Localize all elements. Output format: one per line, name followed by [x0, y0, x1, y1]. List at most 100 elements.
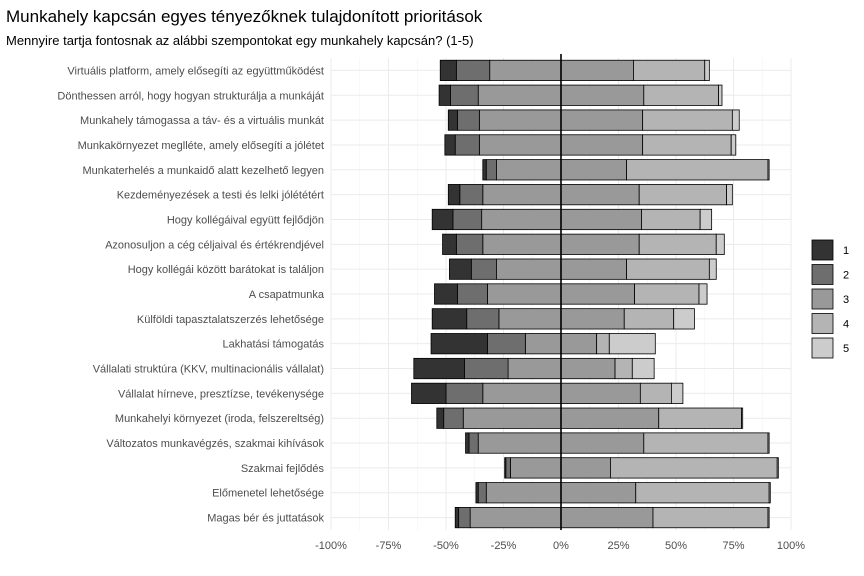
y-tick-label: Szakmai fejlődés — [241, 463, 325, 475]
bar-segment-level-5 — [699, 208, 713, 231]
legend-label: 1 — [843, 245, 849, 257]
bar-segment-level-1 — [431, 308, 468, 330]
bar-segment-level-3 — [478, 109, 562, 131]
bar-segment-level-3 — [560, 382, 641, 404]
bar-segment-level-2 — [445, 382, 484, 404]
chart-title: Munkahely kapcsán egyes tényezőknek tula… — [6, 7, 483, 26]
bar-segment-level-3 — [485, 482, 562, 504]
legend: 1 2 3 4 5 — [811, 239, 849, 359]
bar-segment-level-3 — [560, 357, 616, 380]
bar-segment-level-1 — [431, 208, 454, 231]
legend-label: 3 — [843, 294, 849, 306]
bar-segment-level-1 — [482, 159, 487, 181]
bar-segment-level-1 — [411, 382, 447, 404]
bar-segment-level-1 — [465, 432, 470, 454]
bar-segment-level-2 — [450, 84, 479, 106]
bar-segment-level-3 — [509, 457, 562, 479]
bar-segment-level-4 — [642, 134, 732, 156]
y-tick-label: Munkakörnyezet meglléte, amely elősegíti… — [78, 140, 324, 152]
bar-segment-level-5 — [715, 233, 725, 255]
bar-segment-level-4 — [633, 59, 706, 82]
legend-key-3 — [811, 288, 834, 310]
bar-segment-level-4 — [638, 233, 717, 255]
bar-segment-level-3 — [560, 506, 654, 529]
bar-segment-level-3 — [482, 382, 562, 404]
x-tick-label: 25% — [607, 540, 629, 552]
x-tick-label: 100% — [777, 540, 805, 552]
bar-segment-level-3 — [560, 208, 642, 231]
bar-segment-level-5 — [767, 506, 770, 529]
bar-segment-level-5 — [631, 357, 655, 380]
bar-segment-level-1 — [434, 283, 458, 305]
bar-segment-level-3 — [560, 233, 640, 255]
bar-segment-level-3 — [560, 407, 660, 429]
y-tick-label: Vállalat hírneve, presztízse, tevékenysé… — [118, 388, 324, 400]
bar-segment-level-4 — [642, 109, 733, 131]
bar-segment-level-3 — [560, 457, 611, 479]
bar-segment-level-3 — [462, 407, 562, 429]
bar-segment-level-3 — [498, 308, 562, 330]
bar-segment-level-2 — [443, 407, 464, 429]
bar-segment-level-3 — [486, 283, 562, 305]
bar-segment-level-3 — [481, 208, 562, 231]
bar-segment-level-3 — [560, 84, 645, 106]
bar-segment-level-3 — [560, 59, 634, 82]
bar-segment-level-1 — [442, 233, 457, 255]
bars — [411, 59, 779, 529]
bar-segment-level-4 — [658, 407, 742, 429]
bar-segment-level-5 — [776, 457, 779, 479]
bar-segment-level-2 — [452, 208, 483, 231]
legend-key-2 — [811, 264, 834, 285]
y-tick-label: Előmenetel lehetősége — [212, 488, 324, 500]
bar-segment-level-5 — [767, 432, 770, 454]
legend-label: 5 — [843, 343, 849, 355]
bar-segment-level-3 — [560, 258, 627, 280]
legend-key-1 — [811, 239, 834, 261]
bar-segment-level-5 — [768, 482, 771, 504]
bar-segment-level-4 — [641, 208, 701, 231]
bar-segment-level-2 — [457, 109, 480, 131]
bar-segment-level-1 — [430, 333, 488, 355]
bar-segment-level-2 — [458, 506, 471, 529]
bar-segment-level-2 — [455, 59, 491, 82]
bar-segment-level-4 — [596, 333, 610, 355]
y-tick-label: Munkahely támogassa a táv- és a virtuáli… — [80, 115, 324, 127]
bar-segment-level-3 — [482, 233, 562, 255]
bar-segment-level-4 — [638, 184, 728, 206]
bar-segment-level-3 — [507, 357, 562, 380]
bar-segment-level-3 — [496, 258, 562, 280]
bar-segment-level-5 — [704, 59, 710, 82]
bar-segment-level-3 — [560, 159, 627, 181]
bar-segment-level-1 — [449, 258, 472, 280]
x-tick-label: -100% — [315, 540, 347, 552]
bar-segment-level-4 — [635, 482, 770, 504]
bar-segment-level-5 — [767, 159, 770, 181]
y-tick-label: A csapatmunka — [249, 289, 325, 301]
y-tick-label: Virtuális platform, amely elősegíti az e… — [67, 65, 324, 77]
bar-segment-level-4 — [643, 84, 719, 106]
bar-segment-level-1 — [436, 407, 445, 429]
x-tick-label: -75% — [376, 540, 402, 552]
bar-segment-level-2 — [454, 134, 480, 156]
y-axis-labels: Virtuális platform, amely elősegíti az e… — [57, 65, 324, 524]
bar-segment-level-3 — [477, 84, 562, 106]
y-tick-label: Azonosuljon a cég céljaival és értékrend… — [105, 239, 324, 251]
bar-segment-level-2 — [455, 233, 484, 255]
y-tick-label: Változatos munkavégzés, szakmai kihíváso… — [106, 438, 324, 450]
bar-segment-level-5 — [741, 407, 744, 429]
bar-segment-level-3 — [524, 333, 562, 355]
bar-segment-level-2 — [459, 184, 484, 206]
legend-key-4 — [811, 313, 834, 334]
bar-segment-level-2 — [463, 357, 509, 380]
bar-segment-level-4 — [614, 357, 633, 380]
bar-segment-level-1 — [447, 109, 458, 131]
bar-segment-level-2 — [505, 457, 511, 479]
bar-segment-level-1 — [444, 134, 456, 156]
bar-segment-level-5 — [726, 184, 733, 206]
bar-segment-level-5 — [673, 308, 695, 330]
bar-segment-level-5 — [671, 382, 684, 404]
x-tick-label: 75% — [722, 540, 744, 552]
y-tick-label: Kezdeményezések a testi és lelki jólétét… — [117, 190, 324, 202]
bar-segment-level-5 — [608, 333, 656, 355]
bar-segment-level-4 — [639, 382, 672, 404]
